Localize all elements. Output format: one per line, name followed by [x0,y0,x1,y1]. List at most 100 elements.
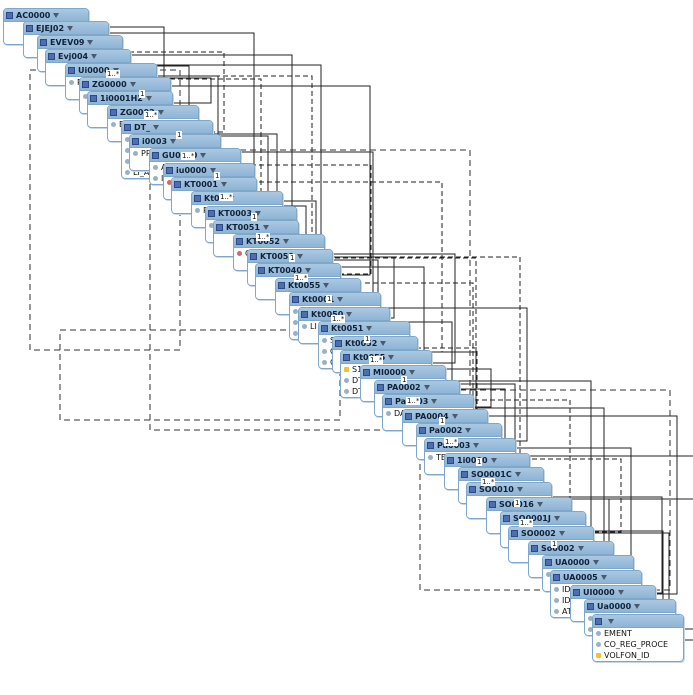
column-icon [125,170,130,175]
column-row[interactable]: DT [341,375,431,386]
table-header[interactable]: DT_ [122,121,212,134]
multiplicity-label: 1..* [144,111,159,119]
table-header[interactable]: PA0004 [403,410,487,423]
table-header[interactable]: SO0010 [467,483,551,496]
collapse-arrow-icon[interactable] [91,53,98,59]
table-name: i0003 [142,136,168,146]
collapse-arrow-icon[interactable] [170,138,177,144]
table-header[interactable]: Evj004 [46,50,130,63]
table-header[interactable]: UA0005 [551,571,641,584]
collapse-arrow-icon[interactable] [431,398,438,404]
collapse-arrow-icon[interactable] [451,413,458,419]
table-header[interactable]: Ua0000 [585,600,675,613]
table-name: MI0000 [373,367,407,377]
table-header[interactable]: 1i0000 [445,454,529,467]
collapse-arrow-icon[interactable] [617,589,624,595]
table-header[interactable]: Kt0055 [341,351,431,364]
collapse-arrow-icon[interactable] [409,369,416,375]
collapse-arrow-icon[interactable] [366,325,373,331]
collapse-arrow-icon[interactable] [592,559,599,565]
table-name: UI0000 [583,587,615,597]
entity-table[interactable]: EMENT CO_REG_PROCE VOLFON_ID [592,614,684,662]
table-header[interactable]: KT0001 [172,178,256,191]
collapse-arrow-icon[interactable] [423,384,430,390]
collapse-arrow-icon[interactable] [129,81,136,87]
collapse-arrow-icon[interactable] [600,574,607,580]
collapse-arrow-icon[interactable] [634,603,641,609]
collapse-arrow-icon[interactable] [388,354,395,360]
table-columns: DAT [383,408,473,430]
table-header[interactable]: EVEV09 [38,36,122,49]
multiplicity-label: 1..* [181,152,196,160]
collapse-arrow-icon[interactable] [53,12,60,18]
table-icon [377,383,384,391]
key-column-icon [596,653,601,658]
collapse-arrow-icon[interactable] [558,530,565,536]
collapse-arrow-icon[interactable] [157,109,164,115]
collapse-arrow-icon[interactable] [145,95,152,101]
table-header[interactable] [593,615,683,628]
table-header[interactable]: PA0002 [375,381,459,394]
table-header[interactable]: Kt0051 [319,322,409,335]
table-header[interactable]: SO0001C [459,468,543,481]
table-header[interactable]: iu0000 [164,164,254,177]
table-name: KT0040 [268,265,302,275]
collapse-arrow-icon[interactable] [67,25,74,31]
collapse-arrow-icon[interactable] [254,210,261,216]
table-header[interactable]: Kt0055 [276,279,360,292]
column-row[interactable]: EMENT [593,628,683,639]
collapse-arrow-icon[interactable] [304,267,311,273]
collapse-arrow-icon[interactable] [490,457,497,463]
collapse-arrow-icon[interactable] [200,152,207,158]
collapse-arrow-icon[interactable] [536,501,543,507]
collapse-arrow-icon[interactable] [608,618,614,624]
column-row[interactable]: DAT [383,408,473,419]
table-header[interactable]: EJEJ02 [24,22,108,35]
collapse-arrow-icon[interactable] [220,181,227,187]
table-header[interactable]: 1i0001H2 [88,92,172,105]
collapse-arrow-icon[interactable] [346,311,353,317]
table-header[interactable]: Pa0002 [417,424,501,437]
collapse-arrow-icon[interactable] [473,442,480,448]
column-row[interactable]: VOLFON_ID [593,650,683,661]
table-header[interactable]: So0002 [529,542,613,555]
collapse-arrow-icon[interactable] [337,296,344,302]
collapse-arrow-icon[interactable] [514,471,521,477]
table-header[interactable]: SO0001J [501,512,585,525]
collapse-arrow-icon[interactable] [153,124,160,130]
collapse-arrow-icon[interactable] [380,340,387,346]
collapse-arrow-icon[interactable] [577,545,584,551]
table-icon [278,281,285,289]
table-header[interactable]: i0003 [130,135,220,148]
collapse-arrow-icon[interactable] [282,238,289,244]
table-header[interactable]: UI0000 [571,586,655,599]
table-icon [511,529,518,537]
table-header[interactable]: ZG0000 [80,78,170,91]
table-header[interactable]: Pa0003 [383,395,473,408]
collapse-arrow-icon[interactable] [323,282,330,288]
table-header[interactable]: SO0016 [487,498,571,511]
column-icon [83,94,88,99]
table-header[interactable]: SO0002 [509,527,593,540]
table-name: 1i0001H2 [100,93,143,103]
column-icon [125,148,130,153]
column-row[interactable]: CO_REG_PROCE [593,639,683,650]
table-name: 1i0000 [457,455,488,465]
collapse-arrow-icon[interactable] [296,253,303,259]
collapse-arrow-icon[interactable] [465,427,472,433]
table-header[interactable]: Kt0001 [290,293,380,306]
table-header[interactable]: Kt02 [192,192,282,205]
collapse-arrow-icon[interactable] [516,486,523,492]
collapse-arrow-icon[interactable] [87,39,94,45]
table-icon [587,602,594,610]
table-header[interactable]: Kt0052 [333,337,417,350]
collapse-arrow-icon[interactable] [262,224,269,230]
table-header[interactable]: Pa0003 [425,439,515,452]
table-header[interactable]: UA0000 [543,556,633,569]
column-row[interactable]: LI [299,321,389,332]
column-icon [344,389,349,394]
table-header[interactable]: KT0052 [234,235,324,248]
column-row[interactable]: S1 [341,364,431,375]
collapse-arrow-icon[interactable] [209,167,216,173]
collapse-arrow-icon[interactable] [553,515,560,521]
